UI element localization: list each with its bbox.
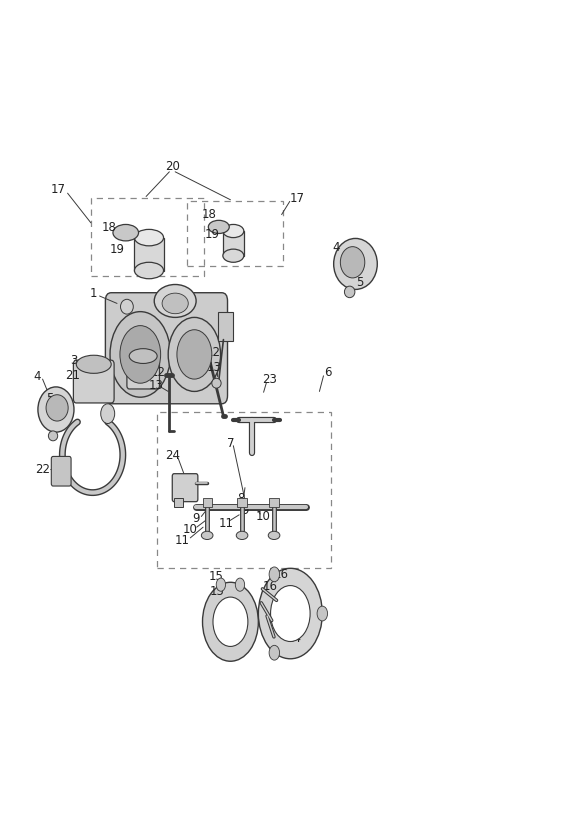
Ellipse shape [135, 229, 164, 246]
Text: 12: 12 [150, 366, 165, 379]
Text: 10: 10 [256, 510, 271, 523]
Text: 19: 19 [110, 243, 125, 256]
Text: 15: 15 [209, 570, 223, 583]
Ellipse shape [236, 531, 248, 540]
Ellipse shape [268, 531, 280, 540]
Ellipse shape [121, 299, 134, 314]
Ellipse shape [162, 293, 188, 314]
Text: 18: 18 [202, 208, 216, 221]
Text: 11: 11 [219, 517, 234, 530]
FancyBboxPatch shape [106, 293, 227, 404]
Text: 11: 11 [175, 534, 189, 547]
Ellipse shape [223, 249, 244, 262]
Text: 16: 16 [262, 580, 278, 593]
Circle shape [213, 597, 248, 647]
FancyBboxPatch shape [127, 353, 160, 389]
FancyBboxPatch shape [51, 456, 71, 486]
Text: 1: 1 [90, 287, 97, 300]
Text: 5: 5 [356, 275, 364, 288]
Bar [202, 499, 212, 507]
Text: 10: 10 [182, 523, 197, 536]
Text: 13: 13 [207, 361, 222, 374]
Ellipse shape [135, 262, 164, 279]
Circle shape [236, 578, 245, 592]
Ellipse shape [113, 224, 139, 241]
Ellipse shape [129, 349, 157, 363]
Circle shape [258, 569, 322, 658]
Text: 23: 23 [262, 372, 277, 386]
Text: 9: 9 [192, 513, 200, 526]
Text: 21: 21 [130, 354, 145, 368]
Circle shape [317, 606, 328, 621]
Ellipse shape [48, 431, 58, 441]
Text: 8: 8 [237, 492, 245, 505]
Circle shape [269, 567, 280, 582]
Text: 14: 14 [287, 632, 302, 644]
Text: 15: 15 [210, 585, 224, 598]
Ellipse shape [154, 284, 196, 317]
Text: 3: 3 [71, 354, 78, 368]
Ellipse shape [46, 395, 68, 421]
Circle shape [216, 578, 226, 592]
Text: 3: 3 [134, 339, 142, 353]
Circle shape [177, 330, 212, 379]
FancyBboxPatch shape [217, 311, 233, 341]
Text: 17: 17 [50, 184, 65, 196]
Text: 5: 5 [47, 392, 54, 405]
Text: 9: 9 [241, 504, 249, 517]
Circle shape [271, 586, 310, 642]
Bar [237, 499, 247, 507]
Circle shape [202, 583, 258, 661]
Text: 12: 12 [205, 346, 220, 359]
Text: 4: 4 [33, 370, 40, 383]
Text: 6: 6 [324, 366, 331, 379]
Ellipse shape [223, 224, 244, 237]
Text: 4: 4 [332, 241, 340, 254]
Text: 17: 17 [290, 192, 305, 204]
Text: 18: 18 [102, 221, 117, 234]
Text: 24: 24 [166, 449, 180, 462]
Text: 20: 20 [165, 161, 180, 173]
Ellipse shape [345, 286, 355, 297]
Ellipse shape [333, 238, 377, 289]
Ellipse shape [208, 220, 229, 233]
Text: 21: 21 [65, 369, 80, 382]
Polygon shape [223, 231, 244, 255]
Ellipse shape [212, 378, 221, 388]
Ellipse shape [340, 246, 365, 278]
Text: 16: 16 [273, 569, 289, 582]
Text: 13: 13 [149, 379, 164, 392]
Bar [269, 499, 279, 507]
Bar [174, 498, 183, 508]
Text: 7: 7 [227, 437, 234, 450]
Circle shape [101, 404, 115, 424]
Text: 22: 22 [35, 463, 50, 476]
Ellipse shape [201, 531, 213, 540]
Polygon shape [135, 237, 164, 270]
Ellipse shape [76, 355, 111, 373]
FancyBboxPatch shape [73, 360, 114, 403]
Circle shape [168, 317, 220, 391]
Text: 19: 19 [204, 227, 219, 241]
Ellipse shape [38, 387, 74, 432]
FancyBboxPatch shape [172, 474, 198, 502]
Circle shape [120, 325, 161, 383]
Circle shape [110, 311, 170, 397]
Circle shape [269, 645, 280, 660]
